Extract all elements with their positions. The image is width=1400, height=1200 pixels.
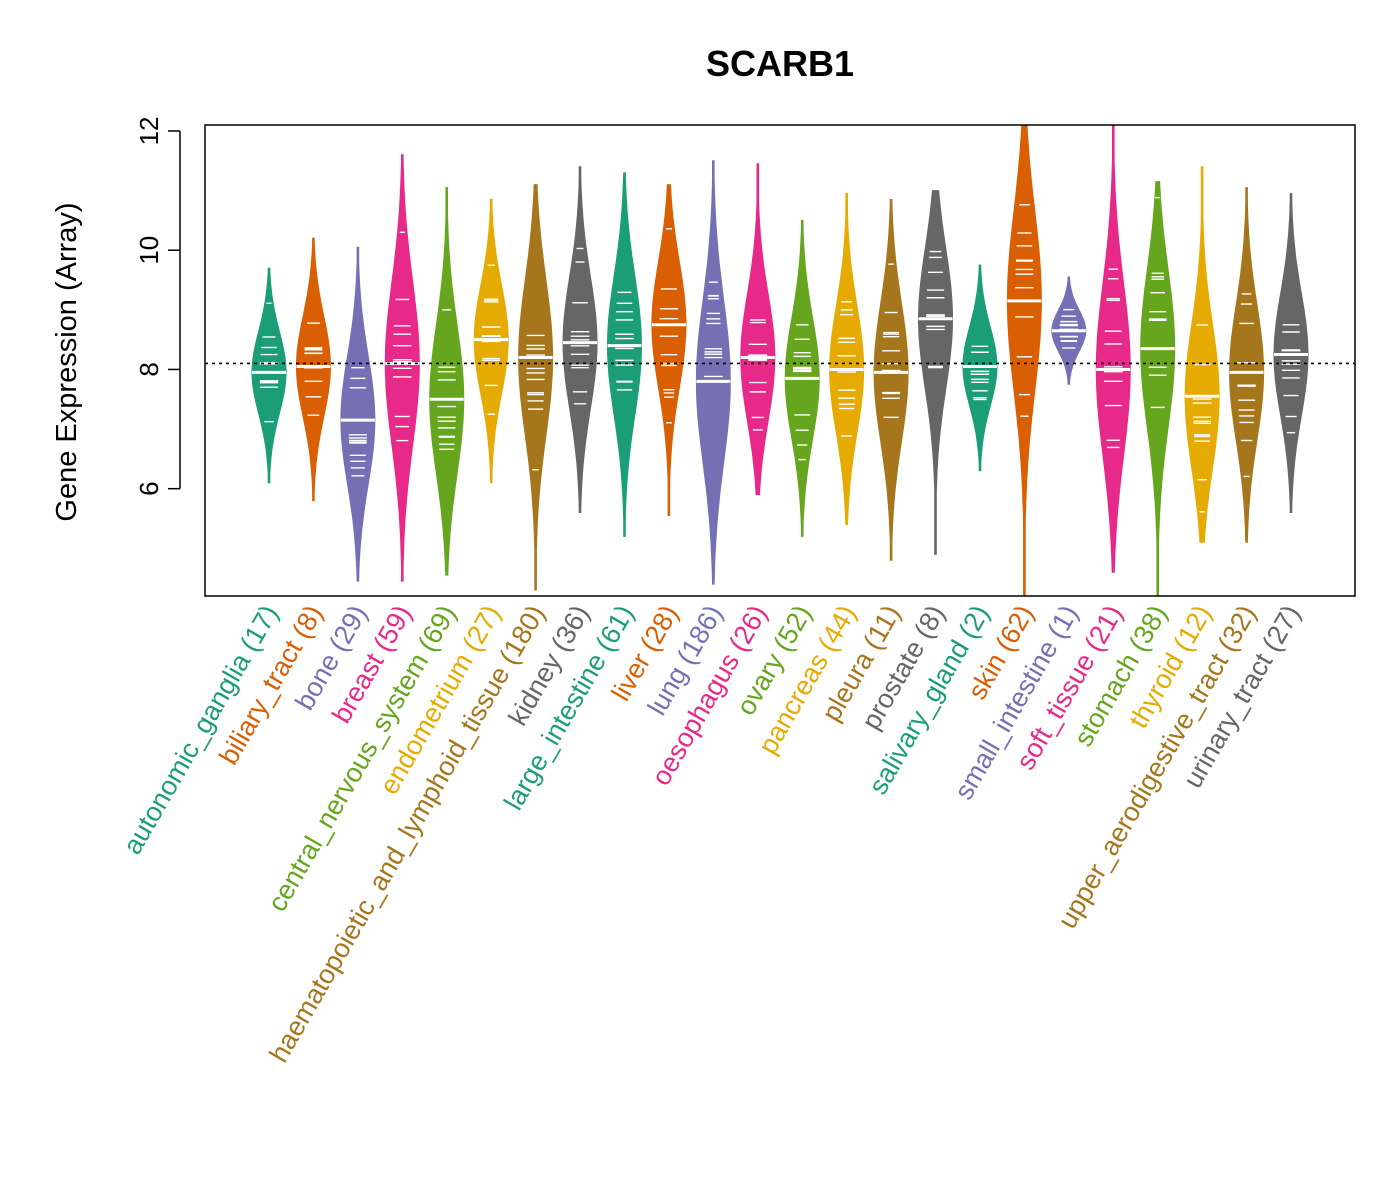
plot-frame [204, 124, 1356, 597]
y-tick-label: 8 [134, 362, 164, 376]
y-tick-label: 10 [134, 236, 164, 265]
x-axis-labels: autonomic_ganglia (17)biliary_tract (8)b… [117, 600, 1306, 1067]
y-tick-label: 6 [134, 481, 164, 495]
y-tick-label: 12 [134, 117, 164, 146]
violins-layer [251, 124, 1309, 597]
chart-title: SCARB1 [706, 43, 854, 84]
y-axis: 6 8 10 12 [134, 117, 181, 496]
y-axis-label: Gene Expression (Array) [51, 202, 83, 521]
